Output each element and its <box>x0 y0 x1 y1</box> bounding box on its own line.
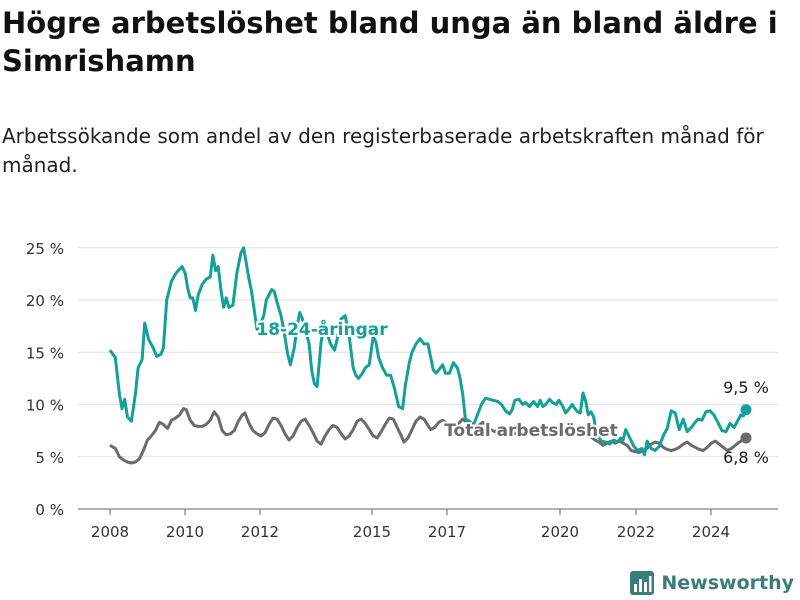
series-label: Total arbetslöshet <box>444 421 618 441</box>
y-tick-label: 0 % <box>35 501 64 519</box>
x-tick-label: 2020 <box>541 523 579 541</box>
x-tick-label: 2022 <box>617 523 655 541</box>
series-endpoint <box>740 404 752 416</box>
series-endpoint <box>740 432 752 444</box>
gridlines <box>78 247 778 510</box>
x-tick-label: 2012 <box>241 523 279 541</box>
y-axis-ticks: 0 % 5 % 10 % 15 % 20 % 25 % <box>26 240 64 519</box>
x-tick-label: 2010 <box>166 523 204 541</box>
series-labels: 9,5 % 6,8 % 18-24-åringar Total arbetslöshe… <box>254 316 769 467</box>
y-tick-label: 20 % <box>26 292 64 310</box>
series-lines <box>108 246 752 465</box>
y-tick-label: 25 % <box>26 240 64 258</box>
y-tick-label: 10 % <box>26 397 64 415</box>
brand-name: Newsworthy <box>661 572 794 594</box>
x-tick-label: 2024 <box>692 523 730 541</box>
chart-subtitle: Arbetssökande som andel av den registerb… <box>2 124 764 177</box>
line-chart: 0 %5 %10 %15 %20 %25 % 2008 2010 2012 2015 2… <box>26 240 778 541</box>
series-line <box>109 407 747 465</box>
newsworthy-brand[interactable]: Newsworthy <box>629 568 794 598</box>
series-label: 18-24-åringar <box>256 318 388 340</box>
chart-title: Högre arbetslöshet bland unga än bland ä… <box>2 6 778 78</box>
y-tick-label: 5 % <box>35 449 64 467</box>
x-tick-label: 2017 <box>428 523 466 541</box>
series-line <box>108 246 748 457</box>
x-axis: 2008 2010 2012 2015 2017 2020 2022 2024 <box>91 509 730 541</box>
x-tick-label: 2008 <box>91 523 129 541</box>
newsworthy-logo-icon <box>630 571 655 595</box>
end-value-label: 9,5 % <box>723 378 769 397</box>
end-value-label: 6,8 % <box>723 448 769 467</box>
x-tick-label: 2015 <box>353 523 391 541</box>
y-tick-label: 15 % <box>26 344 64 362</box>
